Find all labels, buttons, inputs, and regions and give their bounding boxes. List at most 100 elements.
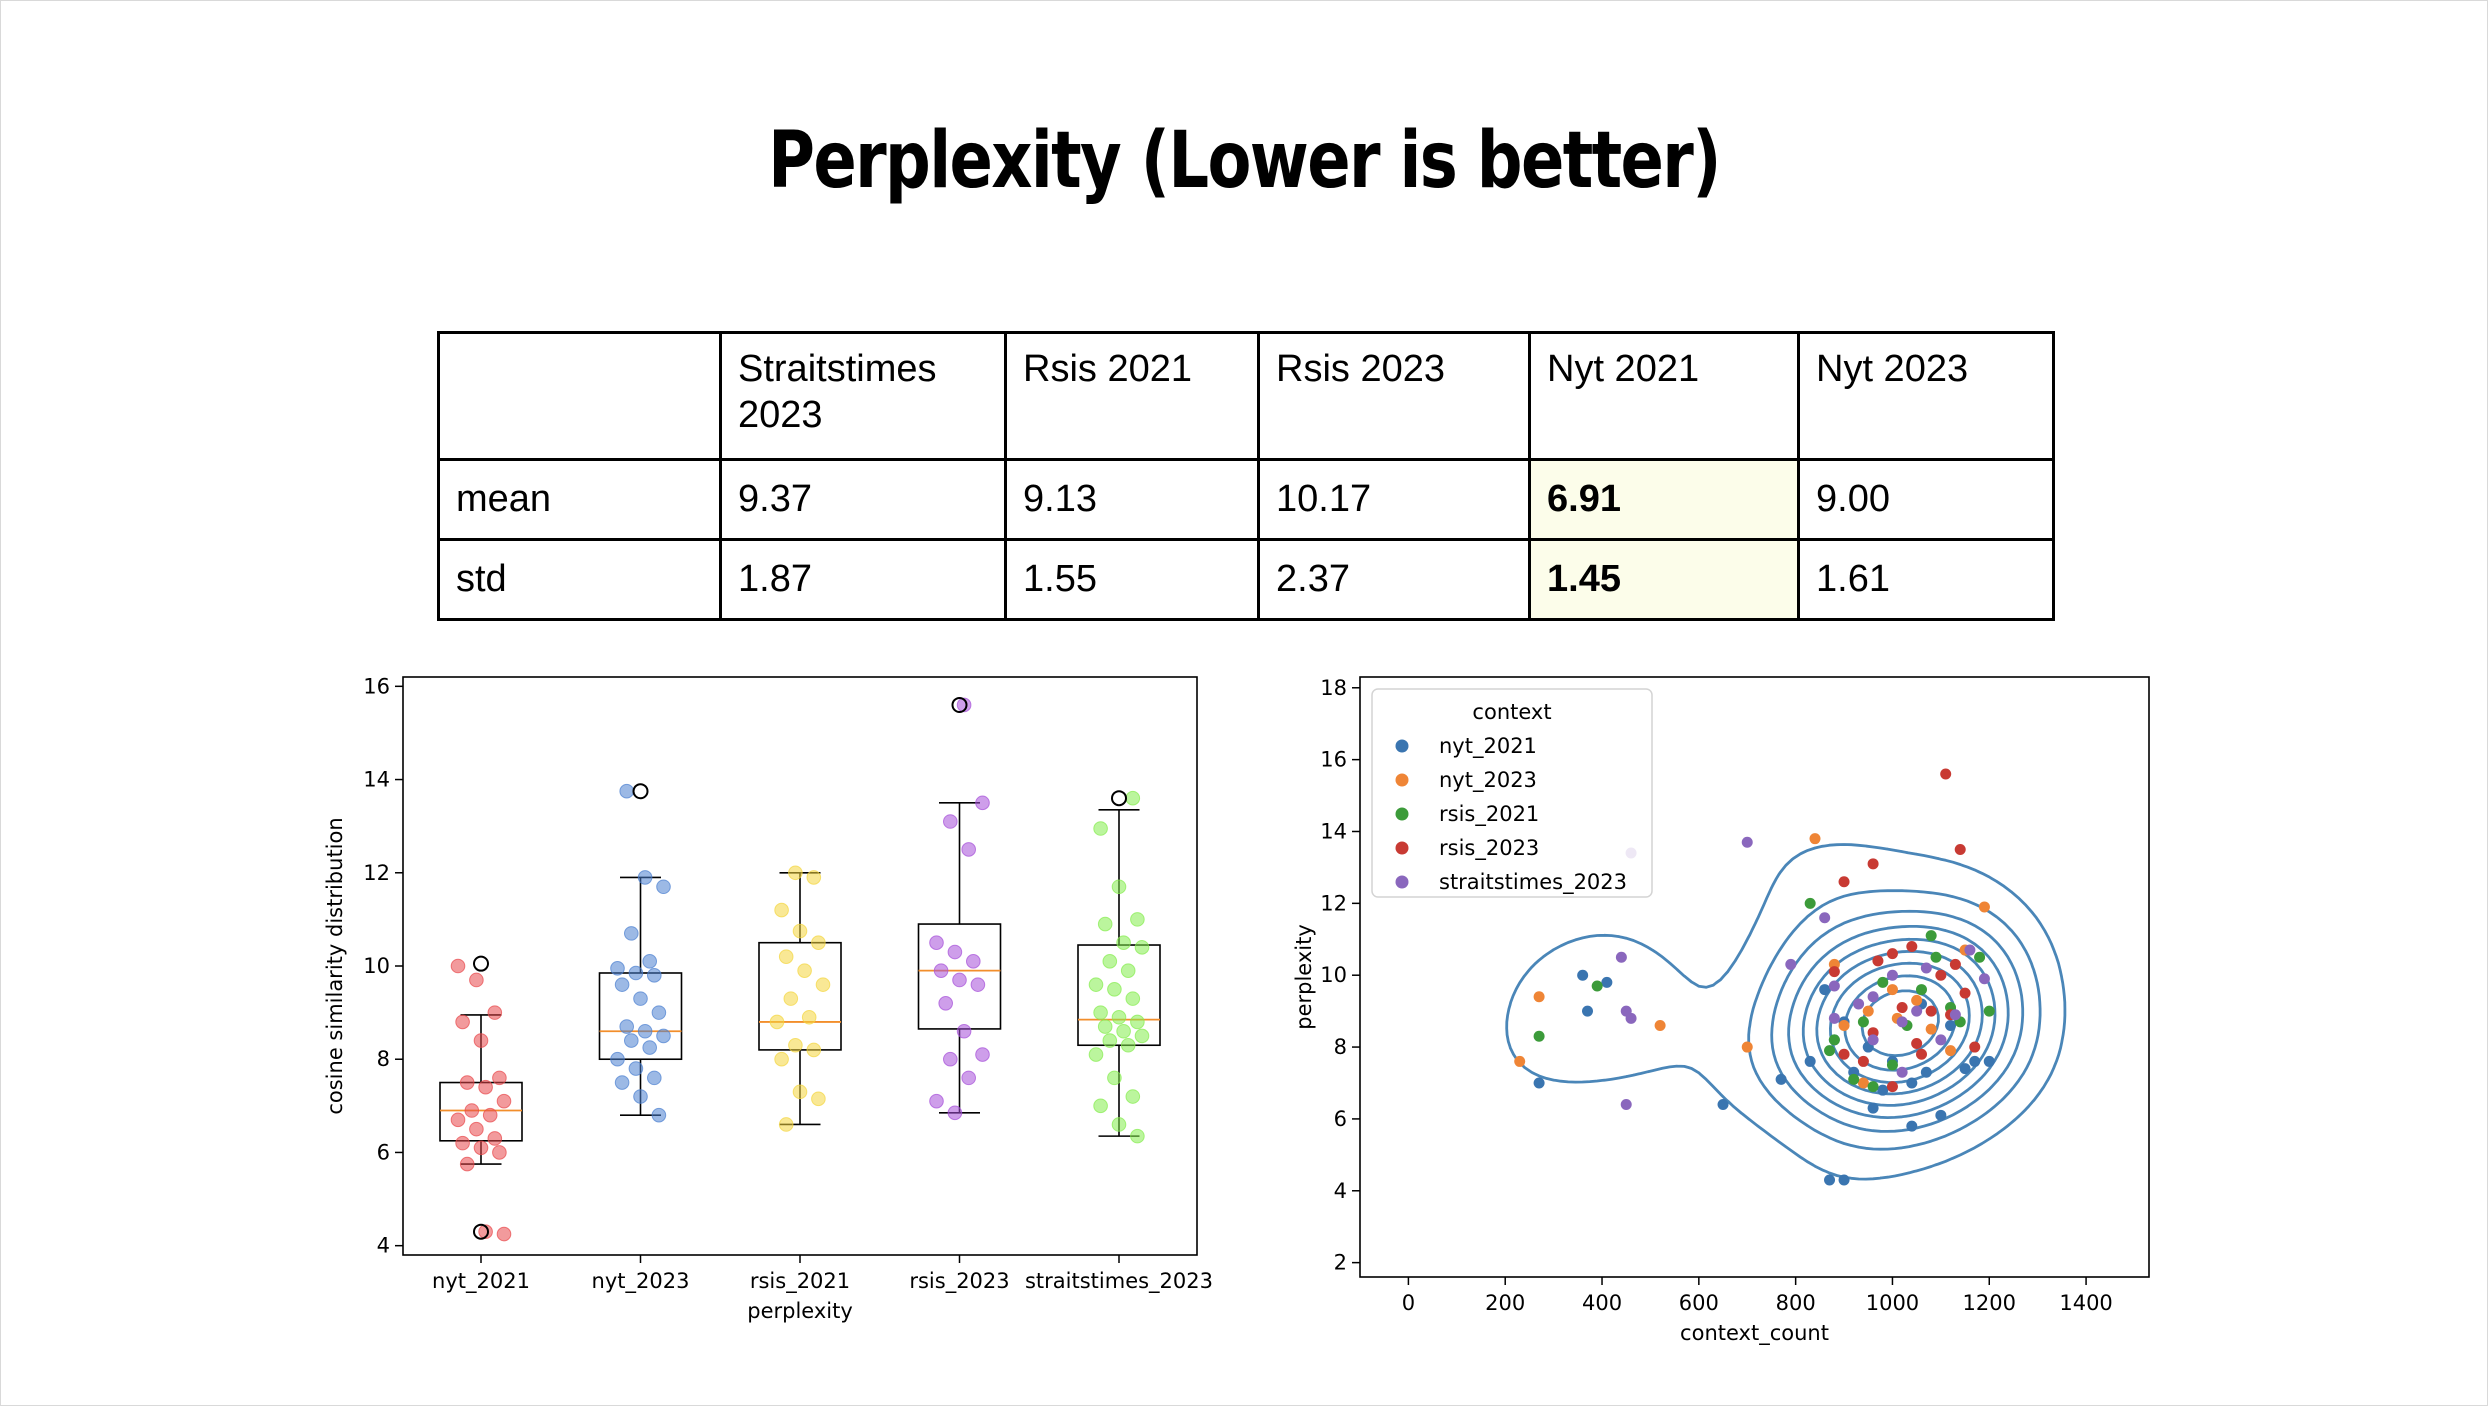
data-point xyxy=(628,965,644,981)
table-header-cell: Rsis 2021 xyxy=(1004,331,1260,461)
legend-label: nyt_2021 xyxy=(1439,734,1537,759)
density-contour xyxy=(1787,925,2010,1119)
data-point xyxy=(656,1028,671,1044)
table-cell: 9.13 xyxy=(1004,458,1260,541)
data-point xyxy=(1896,1016,1908,1028)
data-point xyxy=(1514,1055,1526,1067)
data-point xyxy=(1920,962,1932,974)
data-point xyxy=(1107,1070,1122,1086)
data-point xyxy=(943,1051,958,1067)
data-point xyxy=(778,1117,794,1132)
data-point xyxy=(482,1107,498,1123)
x-tick-label: rsis_2021 xyxy=(750,1269,850,1294)
data-point xyxy=(1906,1120,1918,1132)
y-tick-label: 8 xyxy=(1334,1035,1347,1059)
data-point xyxy=(1838,1020,1850,1032)
data-point xyxy=(637,1023,653,1039)
data-point xyxy=(1130,912,1145,927)
data-point xyxy=(1828,1012,1840,1024)
x-tick-label: 0 xyxy=(1402,1291,1415,1315)
data-point xyxy=(966,954,981,969)
data-point xyxy=(487,1131,503,1146)
data-point xyxy=(651,1107,667,1123)
legend-marker xyxy=(1395,739,1409,753)
data-point xyxy=(1111,1117,1127,1132)
data-point xyxy=(633,1089,648,1104)
data-point xyxy=(647,1070,662,1086)
data-point xyxy=(774,902,789,918)
table-row: std 1.87 1.55 2.37 1.45 1.61 xyxy=(437,538,2055,621)
data-point xyxy=(1983,1005,1995,1017)
data-point xyxy=(469,1121,484,1137)
data-point xyxy=(1804,897,1816,909)
data-point xyxy=(1896,1066,1908,1078)
data-point xyxy=(637,870,653,885)
table-cell-highlighted: 6.91 xyxy=(1528,458,1800,541)
data-point xyxy=(1102,1033,1118,1048)
data-point xyxy=(1886,1059,1898,1071)
data-point xyxy=(1097,916,1113,932)
data-point xyxy=(624,1033,639,1048)
outlier-marker xyxy=(1111,790,1127,807)
data-point xyxy=(1877,976,1889,988)
data-point xyxy=(647,968,662,983)
data-point xyxy=(1949,1009,1961,1021)
data-point xyxy=(1877,1084,1889,1096)
data-point xyxy=(1959,987,1971,999)
data-point xyxy=(929,1093,944,1109)
data-point xyxy=(1896,1002,1908,1014)
data-point xyxy=(1974,951,1986,963)
legend-box xyxy=(1371,688,1653,898)
data-point xyxy=(469,972,484,988)
data-point xyxy=(811,1091,826,1107)
x-tick-label: nyt_2021 xyxy=(432,1269,530,1294)
data-point xyxy=(1978,901,1990,913)
y-tick-label: 10 xyxy=(363,954,390,978)
data-point xyxy=(656,879,671,895)
data-point xyxy=(1111,879,1127,895)
data-point xyxy=(1654,1020,1666,1032)
data-point xyxy=(1838,876,1850,888)
data-point xyxy=(1959,1063,1971,1075)
data-point xyxy=(1857,1055,1869,1067)
legend-label: rsis_2021 xyxy=(1439,802,1539,827)
data-point xyxy=(1125,790,1141,806)
table-cell: 2.37 xyxy=(1257,538,1531,621)
data-point xyxy=(642,1040,658,1055)
data-point xyxy=(1615,951,1627,963)
data-point xyxy=(651,1005,667,1020)
data-point xyxy=(1915,984,1927,996)
x-tick-label: 400 xyxy=(1582,1291,1622,1315)
data-point xyxy=(1940,768,1952,780)
data-point xyxy=(1848,1073,1860,1085)
y-tick-label: 6 xyxy=(1334,1107,1347,1131)
data-point xyxy=(811,935,826,950)
data-point xyxy=(1867,858,1879,870)
data-point xyxy=(1925,1005,1937,1017)
data-point xyxy=(792,1084,808,1100)
data-point xyxy=(1824,1174,1836,1186)
data-point xyxy=(1915,1048,1927,1060)
table-cell: 9.37 xyxy=(719,458,1007,541)
data-point xyxy=(1911,1005,1923,1017)
legend-title: context xyxy=(1472,700,1551,724)
legend: context nyt_2021 nyt_2023 rsis_2021 rsis_202… xyxy=(1371,688,1653,898)
x-tick-label: 600 xyxy=(1679,1291,1719,1315)
data-point xyxy=(614,1075,630,1090)
data-point xyxy=(1925,930,1937,942)
data-point xyxy=(961,842,977,857)
plot-frame xyxy=(402,676,1198,1256)
data-point xyxy=(1935,1034,1947,1046)
box xyxy=(598,972,683,1061)
x-tick-label: 1400 xyxy=(2059,1291,2112,1315)
data-point xyxy=(929,935,944,950)
y-tick-label: 14 xyxy=(1320,819,1347,843)
data-point xyxy=(1906,940,1918,952)
data-point xyxy=(1954,843,1966,855)
data-point xyxy=(961,1070,977,1086)
data-point xyxy=(947,944,963,960)
table-cell: 1.61 xyxy=(1797,538,2055,621)
data-point xyxy=(610,1051,625,1067)
y-tick-label: 12 xyxy=(363,861,390,885)
data-point xyxy=(1533,1030,1545,1042)
